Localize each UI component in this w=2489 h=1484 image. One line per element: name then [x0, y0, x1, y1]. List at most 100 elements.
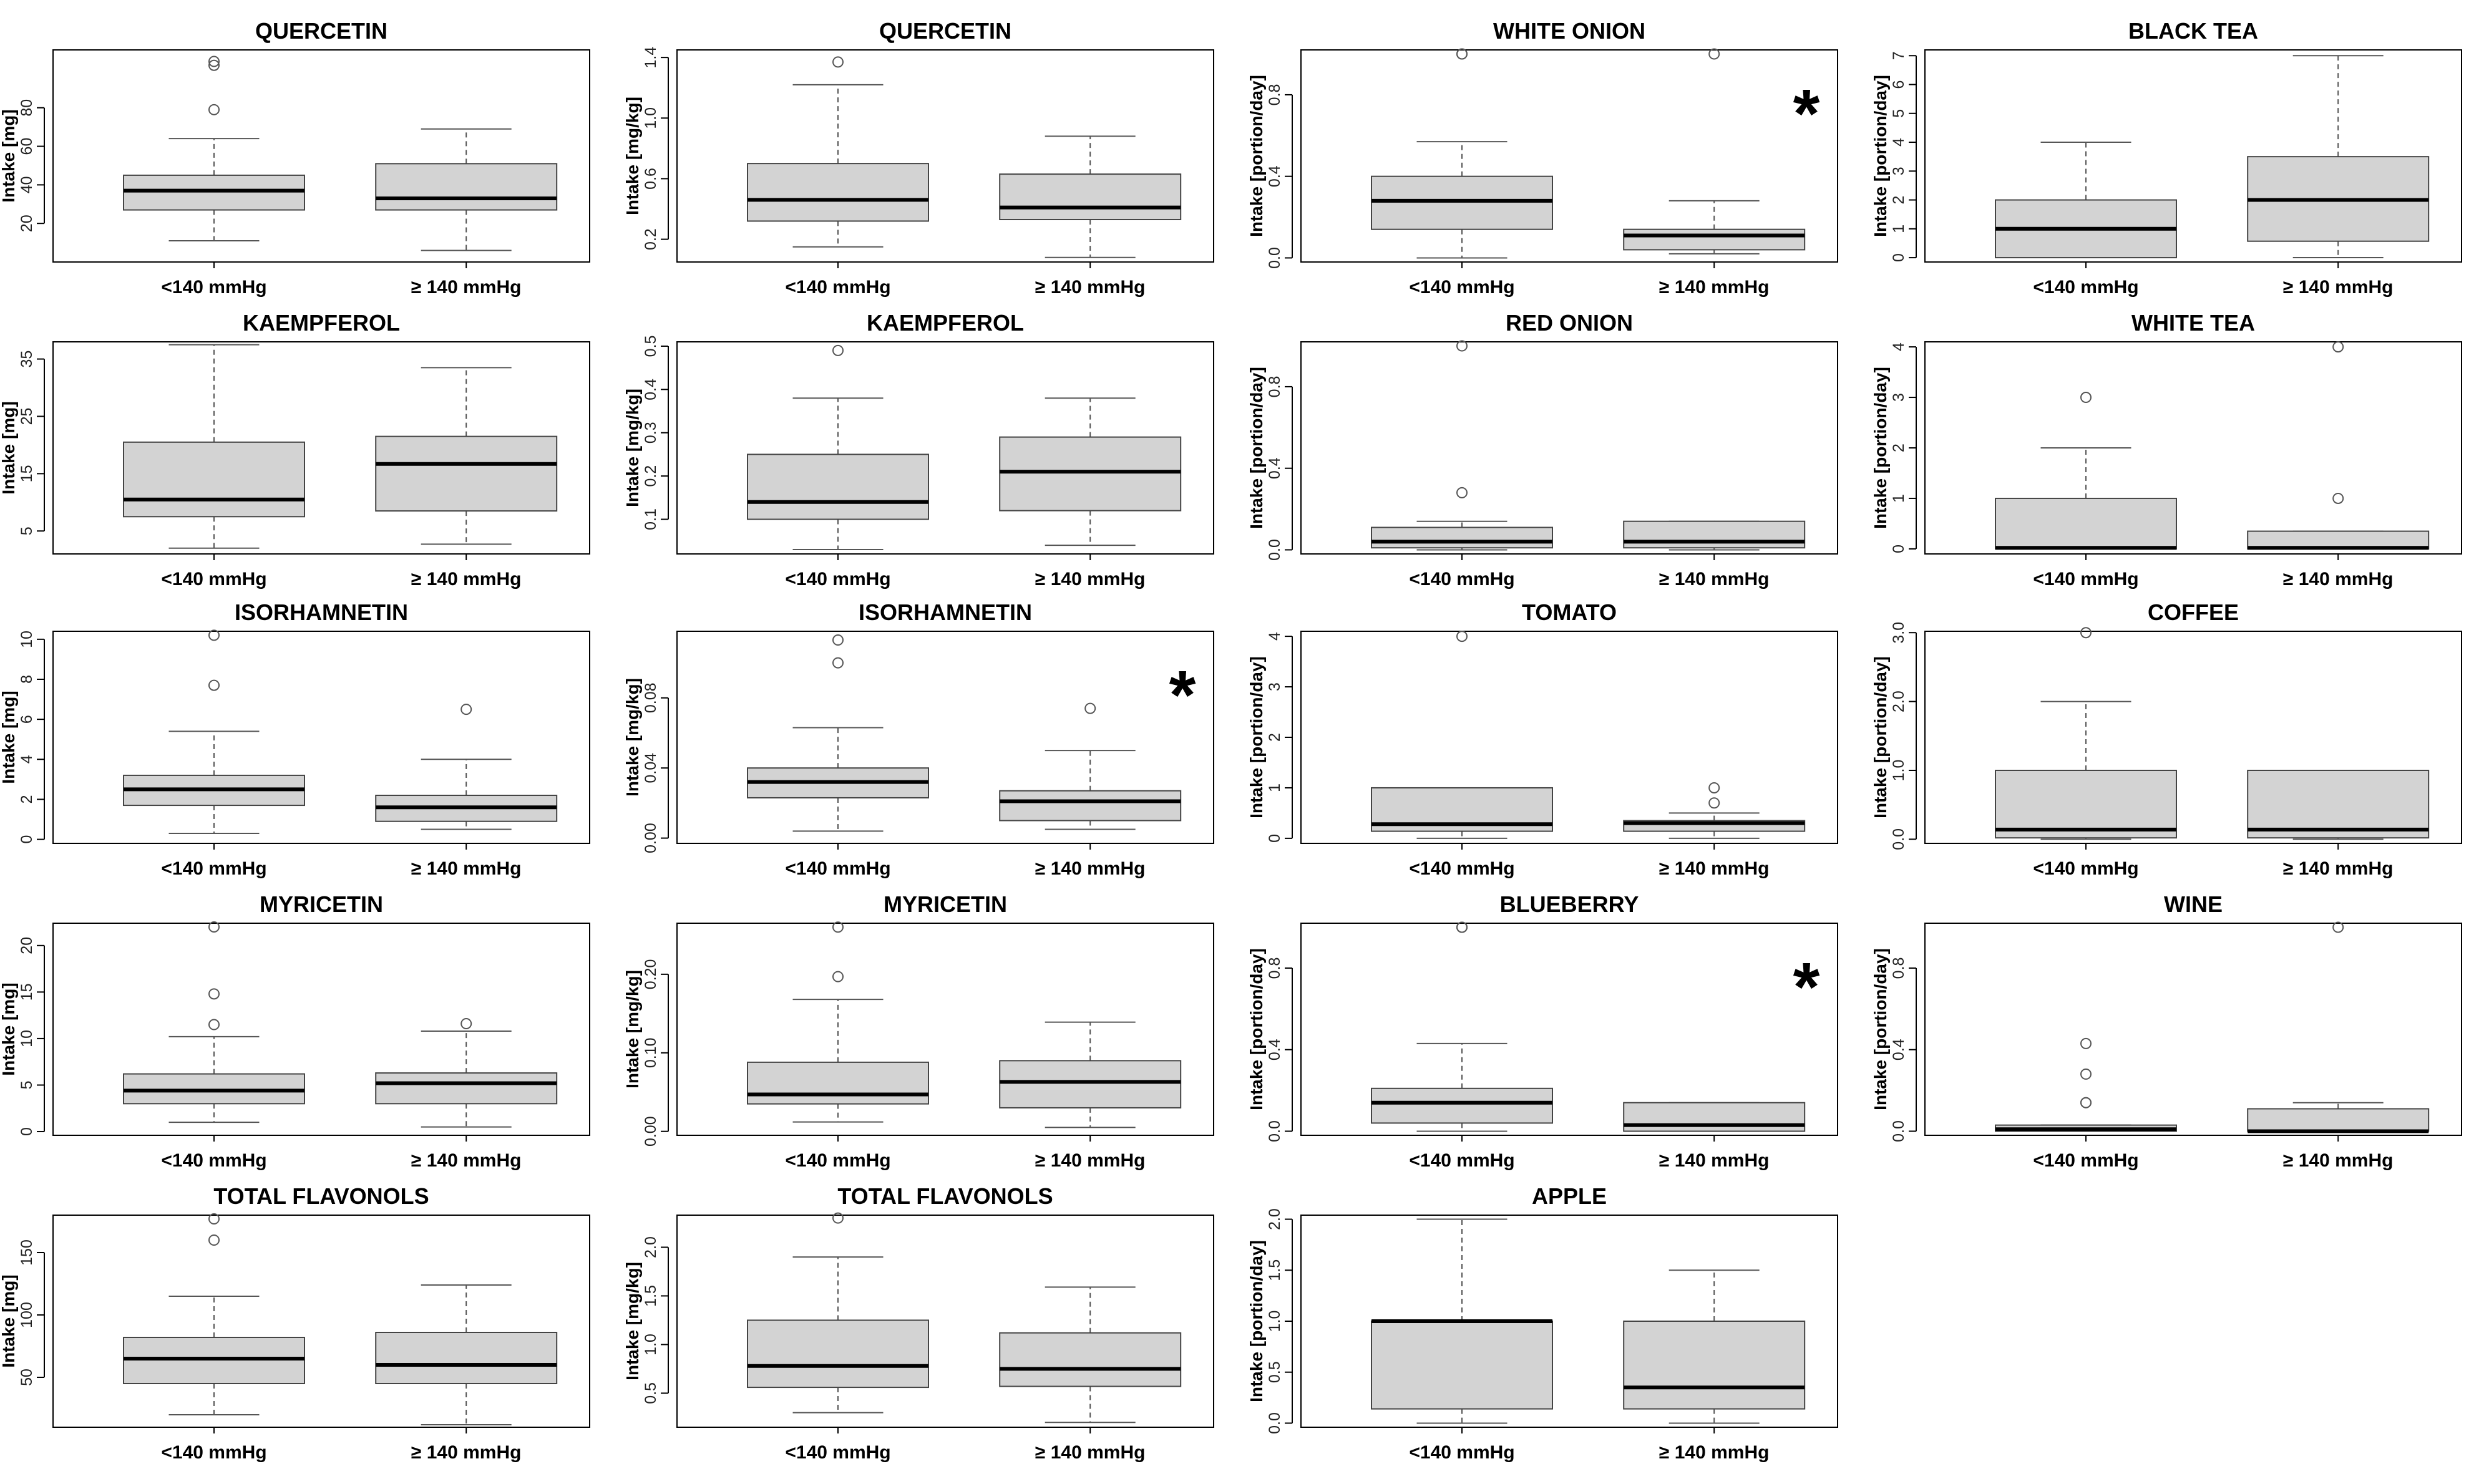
y-tick-label: 5: [1890, 109, 1907, 118]
significance-star: *: [1793, 949, 1820, 1026]
iqr-box: [123, 441, 305, 518]
y-axis-label: Intake [mg/kg]: [623, 678, 642, 797]
y-tick-label: 100: [18, 1302, 36, 1328]
y-axis-label: Intake [portion/day]: [1247, 1240, 1266, 1402]
iqr-box: [375, 435, 558, 512]
y-axis-label: Intake [portion/day]: [1247, 367, 1266, 529]
box-below-140: <140 mmHg: [123, 921, 305, 1171]
y-tick-label: 2: [1266, 733, 1283, 742]
box-above-140: ≥ 140 mmHg: [1623, 1269, 1806, 1463]
y-tick-label: 4: [1890, 342, 1907, 351]
iqr-box: [999, 1060, 1182, 1108]
y-tick-label: 2: [18, 795, 36, 803]
iqr-box: [375, 1072, 558, 1105]
plot-frame: [1300, 49, 1838, 263]
box-above-140: ≥ 140 mmHg: [375, 1018, 558, 1171]
y-tick-label: 150: [18, 1239, 36, 1266]
plot-frame: [1924, 923, 2462, 1136]
outlier-point: [1708, 48, 1720, 60]
plot-frame: [676, 49, 1214, 263]
plot-frame: [676, 341, 1214, 555]
box-below-140: <140 mmHg: [1995, 1037, 2177, 1171]
y-tick-label: 4: [1890, 138, 1907, 147]
plot-title: TOTAL FLAVONOLS: [213, 1183, 429, 1209]
outlier-point: [208, 1234, 220, 1246]
x-tick-label: <140 mmHg: [1409, 858, 1514, 879]
box-above-140: ≥ 140 mmHg: [999, 135, 1182, 298]
y-tick-label: 0.08: [642, 682, 660, 713]
y-tick-label: 0.5: [642, 1382, 660, 1404]
y-tick-label: 0.8: [1266, 958, 1283, 979]
plot-title: BLUEBERRY: [1500, 891, 1639, 917]
y-tick-label: 3.0: [1890, 622, 1907, 644]
outlier-point: [1456, 631, 1468, 643]
box-above-140: ≥ 140 mmHg: [375, 367, 558, 589]
plot-tomato: TOMATO 0 1 2 3 4 Intake [portion/day] <140 mmHg…: [1247, 599, 1838, 879]
outlier-point: [208, 629, 220, 641]
box-below-140: <140 mmHg: [1995, 392, 2177, 589]
y-axis-label: Intake [mg]: [0, 401, 18, 494]
plot-frame: [676, 1215, 1214, 1428]
box-above-140: ≥ 140 mmHg: [1623, 520, 1806, 589]
x-tick-label: <140 mmHg: [161, 569, 266, 589]
y-tick-label: 2: [1890, 444, 1907, 452]
box-above-140: ≥ 140 mmHg: [1623, 1102, 1806, 1171]
plot-isorhamnetin-mg: ISORHAMNETIN 0 2 4 6 8 10 Intake [mg] <140 mmHg ≥…: [0, 599, 590, 879]
x-tick-label: <140 mmHg: [1409, 569, 1514, 589]
box-below-140: <140 mmHg: [1371, 631, 1553, 879]
y-tick-label: 7: [1890, 51, 1907, 60]
x-tick-label: ≥ 140 mmHg: [2283, 277, 2394, 298]
plot-title: KAEMPFEROL: [243, 310, 400, 336]
box-above-140: ≥ 140 mmHg: [1623, 48, 1806, 298]
plot-title: BLACK TEA: [2128, 18, 2258, 44]
plot-title: RED ONION: [1506, 310, 1633, 336]
iqr-box: [999, 436, 1182, 512]
outlier-point: [1456, 921, 1468, 933]
y-tick-label: 1: [1890, 494, 1907, 503]
box-above-140: ≥ 140 mmHg: [999, 1286, 1182, 1463]
iqr-box: [747, 1061, 929, 1105]
plot-frame: [1300, 341, 1838, 555]
x-tick-label: <140 mmHg: [2033, 277, 2138, 298]
iqr-box: [1623, 228, 1806, 251]
box-above-140: ≥ 140 mmHg: [2247, 55, 2430, 298]
plot-frame: [1924, 341, 2462, 555]
y-tick-label: 0.4: [1890, 1039, 1907, 1060]
x-tick-label: ≥ 140 mmHg: [1035, 858, 1146, 879]
y-tick-label: 0.4: [642, 379, 660, 400]
y-tick-label: 0: [1890, 545, 1907, 553]
outlier-point: [2332, 492, 2344, 504]
y-tick-label: 0.5: [1266, 1361, 1283, 1383]
iqr-box: [1623, 1321, 1806, 1410]
y-tick-label: 6: [1890, 80, 1907, 89]
plot-title: MYRICETIN: [884, 891, 1007, 917]
plot-frame: [1924, 49, 2462, 263]
iqr-box: [1623, 520, 1806, 549]
plot-title: WHITE ONION: [1493, 18, 1645, 44]
y-tick-label: 20: [18, 215, 36, 232]
y-tick-label: 6: [18, 715, 36, 724]
y-tick-label: 3: [1266, 682, 1283, 691]
plot-frame: [52, 1215, 590, 1428]
x-tick-label: ≥ 140 mmHg: [411, 858, 522, 879]
iqr-box: [747, 163, 929, 222]
x-tick-label: ≥ 140 mmHg: [2283, 1150, 2394, 1171]
outlier-point: [1456, 48, 1468, 60]
x-tick-label: ≥ 140 mmHg: [411, 1150, 522, 1171]
iqr-box: [375, 163, 558, 211]
y-tick-label: 0.4: [1266, 165, 1283, 187]
outlier-point: [208, 59, 220, 71]
outlier-point: [832, 657, 844, 669]
plot-kaempferol-mg: KAEMPFEROL 5 15 25 35 Intake [mg] <140 mmHg ≥ 1…: [0, 310, 590, 589]
plot-title: ISORHAMNETIN: [235, 599, 408, 625]
plot-title: KAEMPFEROL: [867, 310, 1024, 336]
outlier-point: [832, 1212, 844, 1224]
outlier-point: [1084, 702, 1096, 714]
plot-kaempferol-mgkg: KAEMPFEROL 0.1 0.2 0.3 0.4 0.5 Intake [mg/kg] <…: [623, 310, 1214, 589]
